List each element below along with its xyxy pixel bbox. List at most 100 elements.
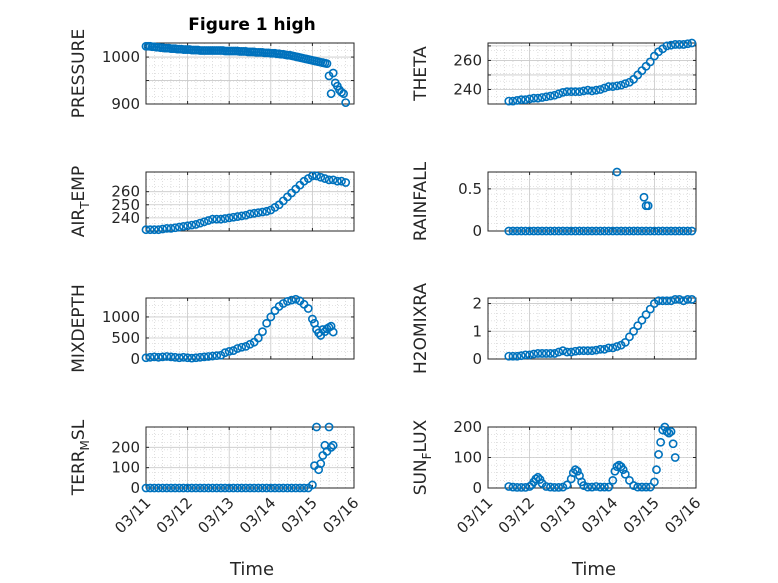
data-point xyxy=(575,346,584,356)
data-point xyxy=(625,226,634,236)
x-tick-label: 03/13 xyxy=(536,494,579,537)
data-point xyxy=(179,483,188,493)
data-point xyxy=(170,223,180,233)
data-point xyxy=(604,343,614,353)
data-point xyxy=(566,347,576,357)
y-tick-label: 200 xyxy=(111,438,140,456)
axes-box xyxy=(145,297,355,360)
data-point xyxy=(203,216,213,225)
data-point xyxy=(558,87,568,97)
data-point xyxy=(573,466,582,476)
series-markers xyxy=(141,294,338,363)
data-point xyxy=(203,483,213,493)
data-point xyxy=(566,226,576,236)
data-point xyxy=(245,339,255,349)
data-point xyxy=(208,351,217,361)
data-point xyxy=(625,332,634,342)
data-point xyxy=(591,85,601,95)
data-point xyxy=(216,483,226,493)
data-point xyxy=(326,89,336,99)
data-point xyxy=(191,220,201,229)
data-point xyxy=(245,483,255,493)
data-point xyxy=(316,172,326,182)
data-point xyxy=(570,465,580,475)
data-point xyxy=(618,465,628,475)
data-point xyxy=(253,483,263,493)
data-point xyxy=(687,226,697,236)
data-point xyxy=(537,93,547,102)
data-point xyxy=(312,171,321,181)
data-point xyxy=(287,295,296,305)
data-point xyxy=(291,294,301,304)
data-point xyxy=(629,226,638,236)
data-point xyxy=(604,482,614,492)
data-point xyxy=(307,171,317,181)
x-tick-label: 03/12 xyxy=(495,494,538,537)
data-point xyxy=(504,482,514,491)
data-point xyxy=(583,346,593,356)
data-point xyxy=(645,482,655,492)
data-point xyxy=(339,89,348,99)
y-tick-label: 1 xyxy=(472,322,482,340)
data-point xyxy=(521,350,530,360)
data-point xyxy=(541,226,551,236)
data-point xyxy=(670,453,680,462)
data-point xyxy=(224,213,234,223)
data-point xyxy=(145,225,155,235)
data-point xyxy=(620,226,630,236)
data-point xyxy=(562,226,572,236)
y-tick-label: 0 xyxy=(472,350,482,368)
data-point xyxy=(529,349,539,359)
data-point xyxy=(322,59,332,69)
y-tick-label: 260 xyxy=(453,51,482,69)
series-markers xyxy=(504,422,680,492)
data-point xyxy=(554,482,564,492)
data-point xyxy=(600,83,609,93)
data-point xyxy=(537,226,547,236)
x-tick-label: 03/15 xyxy=(278,494,321,537)
data-point xyxy=(328,175,338,185)
data-point xyxy=(666,296,676,306)
data-point xyxy=(612,167,622,177)
data-point xyxy=(658,296,668,306)
data-point xyxy=(162,483,172,493)
data-point xyxy=(579,226,589,236)
data-point xyxy=(287,483,296,493)
data-point xyxy=(674,40,684,49)
data-point xyxy=(620,79,630,89)
data-point xyxy=(529,226,539,236)
data-point xyxy=(662,41,672,51)
data-point xyxy=(570,226,580,236)
data-point xyxy=(278,483,288,493)
data-point xyxy=(195,483,205,493)
data-point xyxy=(258,327,267,337)
data-point xyxy=(521,95,530,105)
data-point xyxy=(641,226,651,236)
data-point xyxy=(212,214,222,224)
data-point xyxy=(587,346,597,356)
data-point xyxy=(550,90,559,100)
y-tick-label: 500 xyxy=(111,329,140,347)
data-point xyxy=(508,482,518,492)
data-point xyxy=(516,351,526,361)
x-tick-label: 03/14 xyxy=(578,494,621,537)
data-point xyxy=(270,306,280,316)
data-point xyxy=(650,226,659,236)
y-tick-label: 0.5 xyxy=(458,180,482,198)
data-point xyxy=(654,296,663,306)
data-point xyxy=(233,344,242,353)
data-point xyxy=(608,226,618,236)
data-point xyxy=(525,226,534,236)
data-point xyxy=(154,483,163,493)
data-point xyxy=(633,321,643,331)
data-point xyxy=(253,208,263,218)
data-point xyxy=(237,342,247,352)
data-point xyxy=(666,226,676,236)
y-axis-label: SUNFLUX xyxy=(411,419,434,495)
y-tick-label: 0 xyxy=(472,479,482,497)
data-point xyxy=(183,221,192,231)
data-point xyxy=(224,483,234,493)
data-point xyxy=(241,210,251,220)
panel-5: 0 1 2 H2OMIXRA xyxy=(411,283,697,374)
